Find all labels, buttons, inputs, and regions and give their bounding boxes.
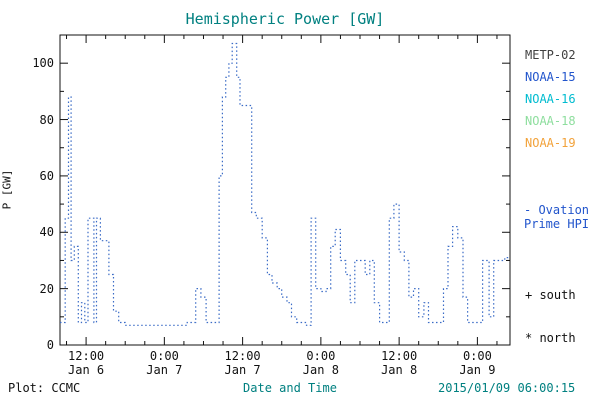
x-tick-label: 0:00 (149, 349, 179, 363)
legend-item-noaa-16: NOAA-16 (525, 92, 576, 106)
x-tick-label: Jan 7 (146, 363, 183, 377)
x-tick-label: 0:00 (462, 349, 492, 363)
legend-item-noaa-15: NOAA-15 (525, 70, 576, 84)
x-tick-label: Jan 8 (381, 363, 418, 377)
hpi-step-line (60, 42, 510, 326)
y-tick-label: 80 (39, 112, 54, 127)
y-tick-label: 100 (32, 56, 54, 71)
legend-item-metp-02: METP-02 (525, 48, 576, 62)
legend-north-marker: * north (525, 331, 576, 345)
x-tick-label: 0:00 (306, 349, 336, 363)
x-tick-label: 12:00 (68, 349, 105, 363)
legend-ovation-line2: Prime HPI (524, 217, 590, 231)
x-tick-label: 12:00 (224, 349, 261, 363)
legend-item-noaa-18: NOAA-18 (525, 114, 576, 128)
chart-title: Hemispheric Power [GW] (185, 10, 385, 28)
axes-frame (59, 34, 511, 346)
x-tick-label: Jan 6 (68, 363, 105, 377)
x-axis-label: Date and Time (243, 381, 337, 395)
y-tick-label: 40 (39, 225, 54, 240)
legend-ovation-line1: - Ovation (524, 203, 590, 217)
plot-timestamp: 2015/01/09 06:00:15 (438, 381, 576, 395)
y-tick-label: 0 (46, 338, 54, 352)
x-tick-label: Jan 9 (459, 363, 496, 377)
legend-south-marker: + south (525, 288, 576, 302)
legend-item-noaa-19: NOAA-19 (525, 136, 576, 150)
x-tick-label: 12:00 (381, 349, 418, 363)
plot-credit: Plot: CCMC (8, 381, 81, 395)
y-tick-label: 60 (39, 168, 54, 183)
x-tick-label: Jan 7 (224, 363, 261, 377)
y-tick-label: 20 (39, 281, 54, 296)
x-tick-label: Jan 8 (302, 363, 339, 377)
